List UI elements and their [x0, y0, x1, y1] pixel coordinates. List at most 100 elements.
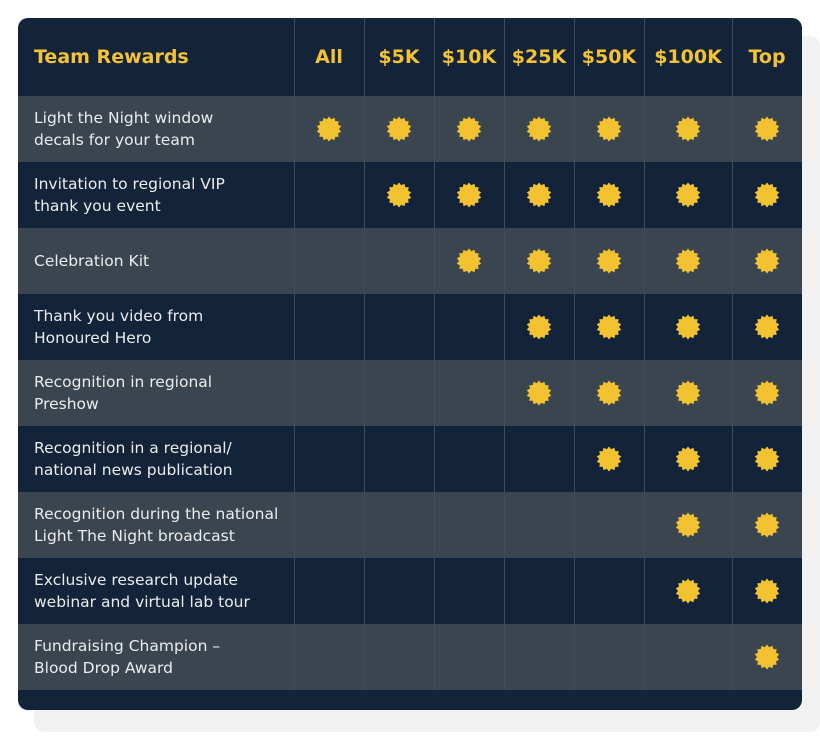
- reward-star: [675, 578, 701, 604]
- reward-star: [675, 248, 701, 274]
- reward-star: [456, 248, 482, 274]
- reward-star: [754, 248, 780, 274]
- star-shape: [675, 512, 701, 538]
- row-label: Recognition during the national Light The…: [18, 492, 294, 558]
- row-label: Recognition in regional Preshow: [18, 360, 294, 426]
- label-line: national news publication: [34, 461, 233, 479]
- reward-star: [754, 380, 780, 406]
- star-shape: [754, 644, 780, 670]
- column-header: $10K: [441, 46, 497, 68]
- reward-star: [526, 314, 552, 340]
- star-shape: [754, 314, 780, 340]
- label-line: Preshow: [34, 395, 99, 413]
- star-shape: [596, 380, 622, 406]
- star-shape: [675, 578, 701, 604]
- star-shape: [675, 116, 701, 142]
- reward-star: [596, 248, 622, 274]
- star-shape: [596, 314, 622, 340]
- column-header: $100K: [654, 46, 722, 68]
- column-separator: [644, 18, 645, 690]
- star-shape: [754, 248, 780, 274]
- rewards-table: Team Rewards All $5K $10K $25K $50K $100K Top L…: [18, 18, 802, 710]
- star-shape: [675, 182, 701, 208]
- row-background: [18, 558, 802, 624]
- label-line: Exclusive research update: [34, 571, 238, 589]
- star-shape: [754, 182, 780, 208]
- label-line: Recognition during the national: [34, 505, 279, 523]
- column-separator: [294, 18, 295, 690]
- label-line: Recognition in regional: [34, 373, 213, 391]
- reward-star: [675, 182, 701, 208]
- reward-star: [754, 182, 780, 208]
- label-line: Light the Night window: [34, 109, 214, 127]
- label-line: Invitation to regional VIP: [34, 175, 225, 193]
- reward-star: [675, 314, 701, 340]
- reward-star: [526, 380, 552, 406]
- label-line: webinar and virtual lab tour: [34, 593, 250, 611]
- row-label: Thank you video from Honoured Hero: [18, 294, 294, 360]
- label-line: Blood Drop Award: [34, 659, 173, 677]
- row-label: Exclusive research update webinar and vir…: [18, 558, 294, 624]
- reward-star: [754, 446, 780, 472]
- row-label: Fundraising Champion – Blood Drop Award: [18, 624, 294, 690]
- reward-star: [754, 512, 780, 538]
- reward-star: [754, 644, 780, 670]
- table-title: Team Rewards: [34, 46, 189, 68]
- reward-star: [386, 182, 412, 208]
- star-shape: [526, 380, 552, 406]
- row-background: [18, 360, 802, 426]
- reward-star: [754, 314, 780, 340]
- star-shape: [596, 446, 622, 472]
- star-shape: [386, 182, 412, 208]
- reward-star: [386, 116, 412, 142]
- star-shape: [754, 578, 780, 604]
- star-shape: [596, 116, 622, 142]
- star-shape: [456, 116, 482, 142]
- row-background: [18, 228, 802, 294]
- row-label: Light the Night window decals for your te…: [18, 96, 294, 162]
- reward-star: [754, 116, 780, 142]
- label-line: decals for your team: [34, 131, 195, 149]
- star-shape: [526, 182, 552, 208]
- column-header: $50K: [581, 46, 637, 68]
- reward-star: [596, 314, 622, 340]
- label-line: Honoured Hero: [34, 329, 152, 347]
- star-shape: [675, 248, 701, 274]
- reward-star: [596, 446, 622, 472]
- column-header: $25K: [511, 46, 567, 68]
- star-shape: [386, 116, 412, 142]
- column-separator: [574, 18, 575, 690]
- reward-star: [456, 182, 482, 208]
- reward-star: [675, 116, 701, 142]
- row-background: [18, 162, 802, 228]
- star-shape: [526, 248, 552, 274]
- reward-star: [456, 116, 482, 142]
- star-shape: [675, 314, 701, 340]
- star-shape: [316, 116, 342, 142]
- reward-star: [675, 380, 701, 406]
- reward-star: [596, 182, 622, 208]
- reward-star: [316, 116, 342, 142]
- star-shape: [526, 116, 552, 142]
- reward-star: [596, 380, 622, 406]
- row-label: Recognition in a regional/national news …: [18, 426, 294, 492]
- star-shape: [596, 248, 622, 274]
- star-shape: [754, 446, 780, 472]
- reward-star: [526, 182, 552, 208]
- star-shape: [754, 116, 780, 142]
- label-line: Celebration Kit: [34, 252, 150, 270]
- label-line: Fundraising Champion –: [34, 637, 221, 655]
- column-separator: [504, 18, 505, 690]
- star-shape: [526, 314, 552, 340]
- star-shape: [675, 446, 701, 472]
- reward-star: [675, 446, 701, 472]
- column-separator: [364, 18, 365, 690]
- row-label: Invitation to regional VIP thank you even…: [18, 162, 294, 228]
- label-line: Light The Night broadcast: [34, 527, 235, 545]
- column-header: Top: [748, 46, 786, 68]
- label-line: Recognition in a regional/: [34, 439, 232, 457]
- label-line: thank you event: [34, 197, 161, 215]
- row-background: [18, 426, 802, 492]
- reward-star: [526, 248, 552, 274]
- label-line: Thank you video from: [34, 307, 204, 325]
